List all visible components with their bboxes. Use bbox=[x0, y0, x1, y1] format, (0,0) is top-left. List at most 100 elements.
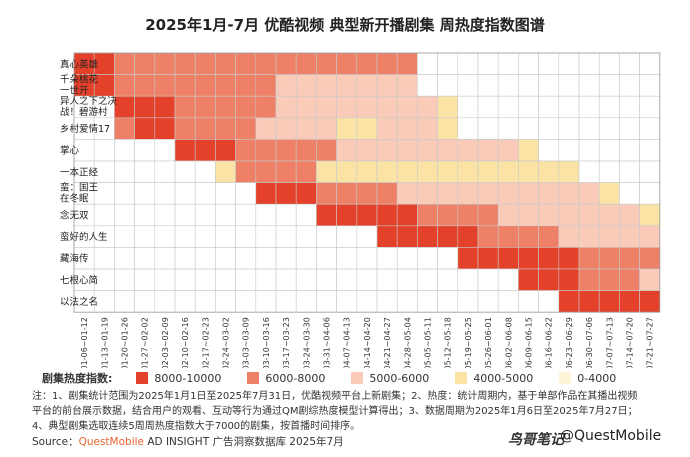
heatmap-cell bbox=[558, 95, 580, 119]
heatmap-cell bbox=[154, 74, 176, 97]
heatmap-cell bbox=[578, 225, 600, 248]
heatmap-cell bbox=[194, 139, 216, 162]
heatmap-cell bbox=[356, 268, 378, 291]
heatmap-cell bbox=[497, 203, 519, 227]
source-brand: QuestMobile bbox=[78, 436, 144, 448]
heatmap-cell bbox=[255, 95, 277, 119]
heatmap-cell bbox=[114, 290, 135, 313]
heatmap-cell bbox=[235, 160, 257, 183]
heatmap-cell bbox=[174, 290, 196, 313]
heatmap-cell bbox=[316, 182, 337, 205]
heatmap-cell bbox=[134, 160, 156, 183]
heatmap-cell bbox=[417, 139, 438, 162]
heatmap-cell bbox=[194, 290, 216, 313]
heatmap-cell bbox=[598, 203, 620, 227]
heatmap-cell bbox=[194, 117, 216, 140]
heatmap-cell bbox=[417, 182, 438, 205]
heatmap-cell bbox=[93, 203, 115, 227]
row-label: 异人之下之决 bbox=[60, 95, 118, 107]
heatmap-cell bbox=[396, 160, 418, 183]
heatmap-cell bbox=[417, 160, 438, 183]
heatmap-cell bbox=[538, 225, 560, 248]
legend-label: 5000-6000 bbox=[369, 371, 430, 385]
legend: 剧集热度指数: 8000-10000 6000-8000 5000-6000 4… bbox=[42, 368, 642, 388]
source-text: AD INSIGHT 广告洞察数据库 2025年7月 bbox=[144, 436, 344, 448]
legend-swatch bbox=[455, 372, 468, 384]
week-label: 03-24~03-30 bbox=[302, 317, 311, 368]
heatmap-cell bbox=[356, 203, 378, 227]
heatmap-cell bbox=[316, 74, 337, 97]
heatmap-cell bbox=[316, 268, 337, 291]
row-label: 蛮：国王 bbox=[60, 181, 99, 193]
heatmap-cell bbox=[114, 160, 135, 183]
heatmap-cell bbox=[336, 52, 358, 75]
heatmap-cell bbox=[215, 74, 236, 97]
heatmap-cell bbox=[457, 74, 479, 97]
heatmap-cell bbox=[376, 268, 398, 291]
heatmap-cell bbox=[235, 52, 257, 75]
heatmap-cell bbox=[639, 160, 661, 183]
heatmap-cell bbox=[215, 203, 236, 227]
heatmap-cell bbox=[518, 74, 539, 97]
heatmap-cell bbox=[255, 182, 277, 205]
heatmap-cell bbox=[134, 203, 156, 227]
heatmap-cell bbox=[578, 203, 600, 227]
week-label: 07-14~07-20 bbox=[626, 317, 635, 368]
heatmap-cell bbox=[356, 117, 378, 140]
heatmap-cell bbox=[619, 182, 640, 205]
heatmap-cell bbox=[114, 74, 135, 97]
heatmap-cell bbox=[598, 52, 620, 75]
heatmap-cell bbox=[417, 203, 438, 227]
heatmap-cell bbox=[235, 247, 257, 270]
heatmap-cell bbox=[518, 139, 539, 162]
heatmap-cell bbox=[336, 290, 358, 313]
watermark-handle: @QuestMobile bbox=[560, 428, 662, 444]
heatmap-cell bbox=[477, 139, 499, 162]
heatmap-cell bbox=[457, 247, 479, 270]
heatmap-cell bbox=[639, 203, 661, 227]
heatmap-cell bbox=[295, 95, 317, 119]
heatmap-cell bbox=[134, 290, 156, 313]
row-label: 真心英雄 bbox=[60, 58, 99, 70]
week-label: 07-07~07-13 bbox=[605, 317, 614, 368]
heatmap-cell bbox=[336, 160, 358, 183]
heatmap-cell bbox=[154, 290, 176, 313]
heatmap-cell bbox=[538, 117, 560, 140]
heatmap-cell bbox=[295, 160, 317, 183]
heatmap-cell bbox=[134, 95, 156, 119]
week-label: 02-10~02-16 bbox=[181, 317, 190, 368]
heatmap-cell bbox=[275, 268, 297, 291]
heatmap-cell bbox=[639, 225, 661, 248]
heatmap-cell bbox=[174, 95, 196, 119]
heatmap-cell bbox=[598, 95, 620, 119]
legend-swatch bbox=[351, 372, 364, 384]
heatmap-cell bbox=[174, 52, 196, 75]
heatmap-cell bbox=[235, 203, 257, 227]
heatmap-cell bbox=[316, 203, 337, 227]
heatmap-cell bbox=[114, 247, 135, 270]
heatmap-cell bbox=[538, 268, 560, 291]
heatmap-cell bbox=[174, 247, 196, 270]
heatmap-cell bbox=[518, 117, 539, 140]
heatmap-cell bbox=[114, 225, 135, 248]
heatmap-cell bbox=[316, 225, 337, 248]
heatmap-cell bbox=[619, 203, 640, 227]
heatmap-cell bbox=[194, 225, 216, 248]
heatmap-cell bbox=[336, 139, 358, 162]
heatmap-cell bbox=[255, 117, 277, 140]
heatmap-cell bbox=[356, 52, 378, 75]
heatmap-cell bbox=[295, 117, 317, 140]
heatmap-cell bbox=[437, 117, 459, 140]
heatmap-cell bbox=[437, 182, 459, 205]
week-label: 07-21~07-27 bbox=[646, 317, 655, 368]
heatmap-cell bbox=[457, 203, 479, 227]
heatmap-cell bbox=[457, 160, 479, 183]
heatmap-cell bbox=[194, 52, 216, 75]
heatmap-cell bbox=[295, 139, 317, 162]
heatmap-cell bbox=[316, 95, 337, 119]
heatmap-cell bbox=[154, 95, 176, 119]
heatmap-cell bbox=[134, 225, 156, 248]
heatmap-cell bbox=[336, 182, 358, 205]
heatmap-cell bbox=[295, 203, 317, 227]
heatmap-cell bbox=[538, 139, 560, 162]
